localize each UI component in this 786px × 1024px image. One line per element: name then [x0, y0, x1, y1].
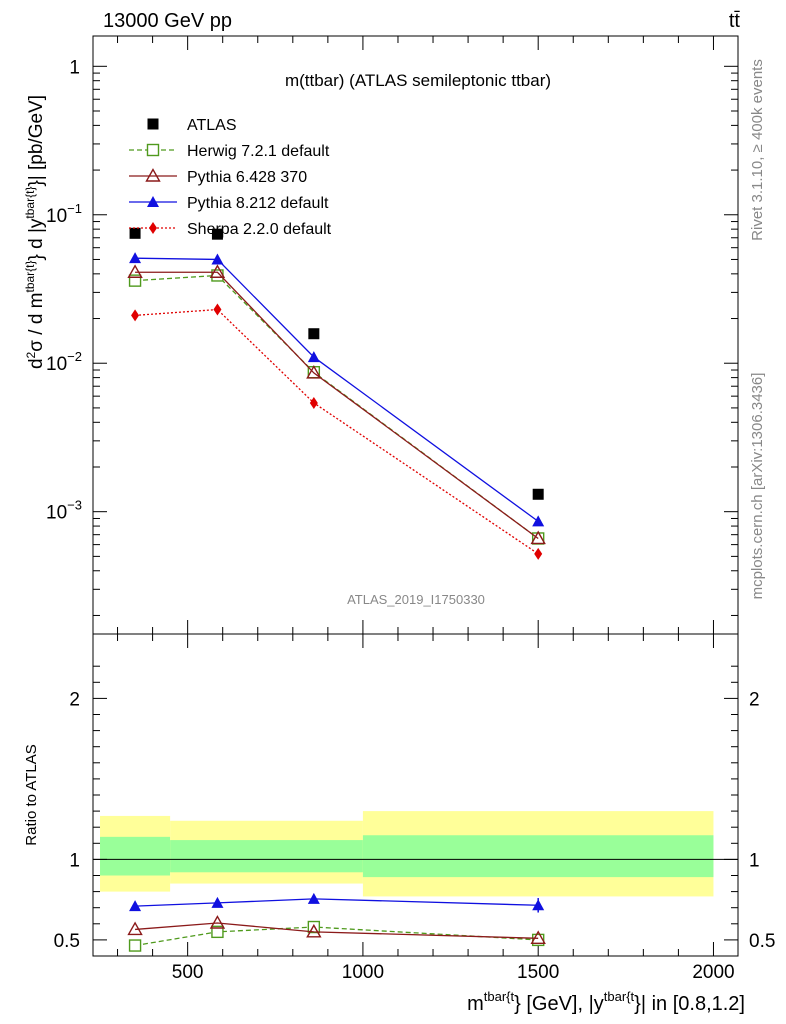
x-tick-label: 500: [172, 962, 204, 983]
legend-entry: Sherpa 2.2.0 default: [129, 221, 332, 238]
data-point: [129, 252, 142, 264]
data-point: [209, 264, 226, 278]
ratio-y-axis-label: Ratio to ATLAS: [23, 744, 40, 845]
legend-entry: Pythia 6.428 370: [129, 168, 307, 186]
data-point: [532, 488, 544, 500]
data-point: [128, 274, 142, 287]
data-point: [211, 228, 223, 240]
y-tick-label-right: 0.5: [749, 931, 775, 952]
ratio-point: [307, 920, 321, 934]
main-title: m(ttbar) (ATLAS semileptonic ttbar): [285, 71, 551, 90]
ratio-line: [135, 922, 539, 939]
data-point: [306, 365, 322, 379]
legend-marker: [145, 168, 161, 182]
y-tick-label: 10−1: [46, 201, 82, 227]
legend-label: ATLAS: [187, 117, 237, 134]
series-pythia-6-428-370: [127, 264, 546, 545]
ratio-point: [211, 925, 224, 939]
data-point: [530, 530, 546, 545]
ratio-line: [135, 898, 539, 907]
mcplots-label: mcplots.cern.ch [arXiv:1306.3436]: [749, 373, 766, 600]
legend: ATLAS Herwig 7.2.1 default Pythia 6.428 37…: [129, 117, 332, 238]
main-panel: m(ttbar) (ATLAS semileptonic ttbar) ATLA…: [23, 35, 739, 635]
ratio-panel: 500 1000 1500 2000 0.5 0.5 1 1 2 2 Ratio to ATLAS…: [23, 633, 775, 1015]
y-tick-label: 10−2: [46, 349, 82, 375]
legend-label: Sherpa 2.2.0 default: [187, 221, 332, 238]
y-tick-label: 1: [69, 57, 80, 78]
data-point: [131, 309, 140, 322]
ratio-series-herwig-7-2-1-default: [128, 920, 545, 952]
legend-label: Pythia 8.212 default: [187, 195, 329, 212]
series-line: [135, 308, 539, 555]
ratio-point: [530, 930, 546, 944]
series-line: [135, 257, 539, 522]
legend-entry: ATLAS: [147, 117, 237, 134]
x-tick-label: 2000: [692, 962, 734, 983]
series-line: [135, 271, 539, 539]
header-final-state: tt̄: [729, 10, 741, 32]
ratio-point: [307, 892, 320, 904]
data-point: [127, 264, 143, 278]
main-y-axis-label: d2σ / d mtbar{t}} d |ytbar{t}}| [pb/GeV]: [23, 95, 47, 369]
legend-marker: [149, 222, 157, 234]
ratio-point: [209, 915, 226, 929]
y-tick-label: 1: [69, 850, 80, 871]
rivet-label: Rivet 3.1.10, ≥ 400k events: [749, 59, 766, 241]
legend-marker: [147, 196, 159, 207]
ratio-point: [127, 921, 143, 936]
ratio-frame: [92, 633, 739, 957]
ratio-line: [134, 926, 539, 947]
series-atlas: [129, 227, 544, 500]
data-point: [532, 515, 545, 527]
x-axis-label: mtbar{t} [GeV], |ytbar{t}| in [0.8,1.2]: [467, 989, 745, 1015]
ratio-point: [306, 923, 322, 938]
data-point: [534, 547, 543, 560]
x-tick-label: 1000: [342, 962, 384, 983]
y-tick-label-right: 1: [749, 850, 760, 871]
data-point: [308, 328, 320, 340]
analysis-watermark: ATLAS_2019_I1750330: [347, 592, 485, 607]
series-line: [135, 274, 539, 539]
legend-label: Pythia 6.428 370: [187, 169, 307, 186]
header-process: 13000 GeV pp: [103, 10, 232, 32]
data-point: [213, 303, 222, 316]
y-tick-label-right: 2: [749, 689, 760, 710]
x-tick-label: 1500: [517, 962, 559, 983]
legend-label: Herwig 7.2.1 default: [187, 143, 330, 160]
data-point: [309, 396, 318, 409]
y-tick-label: 2: [69, 689, 80, 710]
ratio-point: [532, 899, 545, 911]
uncertainty-band-inner: [100, 836, 171, 876]
legend-entry: Herwig 7.2.1 default: [129, 143, 330, 160]
y-tick-label: 10−3: [46, 498, 82, 524]
ratio-series-pythia-8-212-default: [129, 892, 545, 913]
ratio-series-pythia-6-428-370: [127, 915, 546, 944]
data-point: [211, 253, 224, 265]
ratio-point: [211, 896, 224, 908]
ratio-point: [128, 939, 142, 952]
ratio-point: [129, 900, 142, 912]
y-tick-label: 0.5: [54, 931, 80, 952]
series-sherpa-2-2-0-default: [131, 303, 543, 560]
legend-entry: Pythia 8.212 default: [129, 195, 329, 212]
ratio-point: [531, 933, 545, 947]
data-point: [307, 351, 320, 363]
uncertainty-band-inner: [170, 840, 363, 873]
uncertainty-band-inner: [362, 835, 714, 878]
series-pythia-8-212-default: [129, 252, 545, 527]
data-point: [129, 227, 141, 239]
legend-marker: [147, 118, 159, 130]
legend-marker: [146, 143, 160, 157]
